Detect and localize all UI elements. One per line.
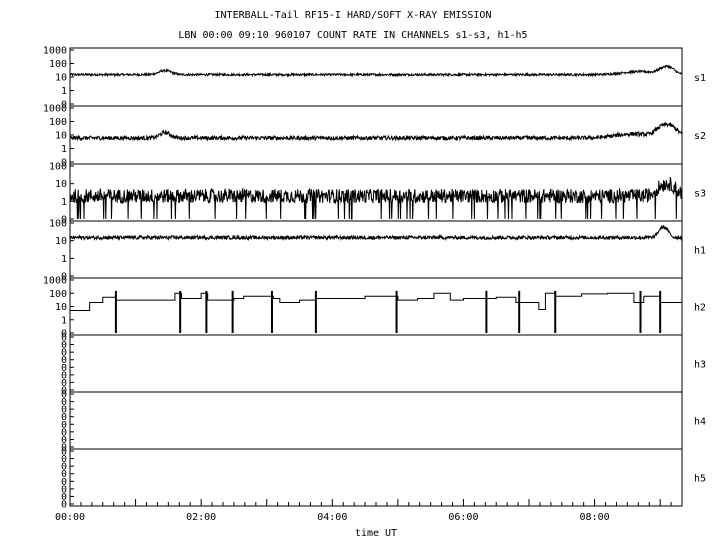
y-tick-label: 0 [61,158,67,169]
y-tick-label: 0 [61,100,67,111]
y-tick-label: 0 [61,355,67,366]
y-tick-label: 0 [61,484,67,495]
x-tick-label: 02:00 [186,512,216,523]
y-tick-label: 10 [55,236,67,247]
chart-subtitle: LBN 00:00 09:10 960107 COUNT RATE IN CHA… [178,30,527,41]
series-line-s1 [69,64,683,78]
y-tick-label: 0 [61,348,67,359]
channel-label: h4 [694,417,706,428]
y-tick-label: 0 [61,427,67,438]
x-tick-label: 06:00 [448,512,478,523]
series-line-h1 [69,224,683,242]
y-tick-label: 0 [61,420,67,431]
channel-label: s2 [694,131,706,142]
y-tick-label: 0 [61,443,67,454]
panel-frame [69,47,683,107]
x-tick-label: 00:00 [55,512,85,523]
x-axis-label: time UT [355,528,397,539]
y-tick-label: 10 [55,73,67,84]
y-tick-label: 0 [61,370,67,381]
y-tick-label: 1 [61,315,67,326]
y-tick-label: 1 [61,197,67,208]
y-tick-label: 0 [61,363,67,374]
channel-label: h5 [694,474,706,485]
y-tick-label: 0 [61,435,67,446]
panel-frame [69,391,683,450]
y-tick-label: 0 [61,477,67,488]
channel-label: h2 [694,303,706,314]
y-tick-label: 1 [61,144,67,155]
panel-frame [69,277,683,336]
y-tick-label: 0 [61,462,67,473]
y-tick-label: 0 [61,469,67,480]
y-tick-label: 100 [49,219,67,230]
channel-label: s3 [694,189,706,200]
y-tick-label: 0 [61,454,67,465]
panel-frame [69,220,683,279]
y-tick-label: 1000 [43,276,67,287]
x-tick-label: 08:00 [580,512,610,523]
y-tick-label: 0 [61,340,67,351]
y-tick-label: 1 [61,254,67,265]
y-tick-label: 1000 [43,46,67,57]
series-line-h2 [70,292,682,311]
panel-frame [69,448,683,507]
series-line-s3 [69,176,683,220]
panels-group: 10001001010s110001001010s21001010s310010… [43,46,706,511]
y-tick-label: 100 [49,289,67,300]
y-tick-label: 0 [61,333,67,344]
channel-label: h3 [694,360,706,371]
y-tick-label: 10 [55,131,67,142]
chart-title: INTERBALL-Tail RF15-I HARD/SOFT X-RAY EM… [215,10,492,21]
y-tick-label: 0 [61,500,67,511]
y-tick-label: 0 [61,397,67,408]
channel-label: s1 [694,73,706,84]
y-tick-label: 0 [61,215,67,226]
y-tick-label: 10 [55,302,67,313]
channel-label: h1 [694,246,706,257]
y-tick-label: 1 [61,86,67,97]
y-tick-label: 100 [49,162,67,173]
x-tick-label: 04:00 [317,512,347,523]
y-tick-label: 0 [61,272,67,283]
y-tick-label: 0 [61,378,67,389]
y-tick-label: 100 [49,117,67,128]
y-tick-label: 0 [61,329,67,340]
y-tick-label: 1000 [43,104,67,115]
panel-frame [69,334,683,393]
y-tick-label: 0 [61,492,67,503]
y-tick-label: 0 [61,386,67,397]
series-line-s2 [69,122,683,142]
y-tick-label: 0 [61,412,67,423]
y-tick-label: 100 [49,59,67,70]
y-tick-label: 0 [61,390,67,401]
y-tick-label: 0 [61,405,67,416]
y-tick-label: 10 [55,179,67,190]
y-tick-label: 0 [61,447,67,458]
x-axis: 00:00 02:00 04:00 06:00 08:00 [55,499,672,523]
